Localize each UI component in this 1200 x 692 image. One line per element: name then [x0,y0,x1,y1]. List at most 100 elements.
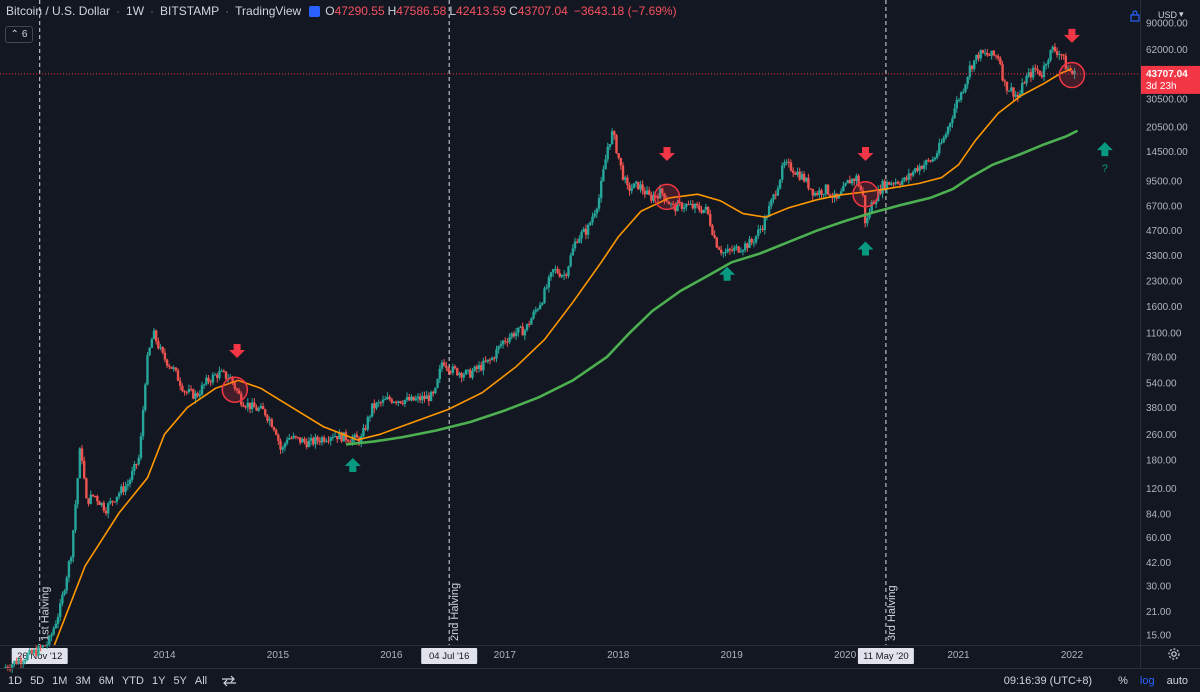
candle-body [135,464,138,466]
candle-body [726,248,729,253]
candle-body [613,131,616,136]
candle-body [523,330,527,336]
candle-body [122,486,125,492]
candle-body [820,190,823,195]
candle-body [739,251,743,253]
candle-body [931,159,934,162]
candle-body [76,478,79,505]
log-scale-toggle[interactable]: log [1139,674,1155,687]
y-tick-label: 2300.00 [1146,276,1183,287]
candle-body [11,664,14,669]
candle-body [545,287,548,289]
candle-body [656,196,660,199]
candle-body [580,232,583,239]
candle-body [957,99,961,101]
candle-body [525,324,529,331]
gear-icon[interactable] [1167,647,1181,661]
candle-body [645,190,649,195]
x-tick-label: 2020 [834,650,857,661]
arrow-up-icon [719,266,736,281]
candle-body [85,478,88,499]
candle-body [842,185,845,192]
candle-body [1058,54,1061,56]
candle-body [558,273,561,277]
candle-body [150,339,154,348]
timeframe-all[interactable]: All [194,674,208,687]
candle-body [1044,63,1048,66]
candle-body [320,437,324,443]
timeframe-6m[interactable]: 6M [98,674,114,687]
candle-body [944,134,948,138]
candle-body [911,171,915,176]
candle-body [671,203,675,205]
candle-body [630,188,633,191]
annotation-text: ? [1102,163,1108,175]
timeframe-3m[interactable]: 3M [75,674,91,687]
candle-body [285,439,289,444]
candle-body [1055,51,1059,55]
candle-body [741,250,745,252]
candle-body [874,201,878,205]
candle-body [637,181,640,190]
low-value: 42413.59 [456,4,507,18]
candle-body [268,419,271,421]
candle-body [366,417,369,430]
candle-body [264,409,267,416]
candle-body [927,160,930,162]
timeframe-1m[interactable]: 1M [52,674,68,687]
candle-body [733,247,736,251]
candle-body [202,384,206,386]
date-range-icon[interactable] [221,675,237,687]
y-tick-label: 3300.00 [1146,251,1183,262]
clock-display[interactable]: 09:16:39 (UTC+8) [1003,674,1093,687]
percent-scale-toggle[interactable]: % [1118,674,1128,687]
timeframe-5d[interactable]: 5D [30,674,45,687]
candle-body [979,50,982,59]
candle-body [120,486,123,494]
candle-body [397,401,400,403]
candle-body [519,326,522,328]
interval-label[interactable]: 1W [126,4,145,18]
candle-body [831,197,834,199]
candle-body [115,496,119,502]
auto-scale-toggle[interactable]: auto [1166,674,1188,687]
currency-selector[interactable]: USD ▾ [1158,9,1184,20]
candle-body [163,352,167,360]
candle-body [469,369,472,378]
symbol-name[interactable]: Bitcoin / U.S. Dollar [6,4,111,18]
open-label: O [325,4,335,18]
candle-body [253,402,256,408]
candle-body [174,367,178,371]
candle-body [988,55,991,57]
x-tick-label: 2019 [721,650,744,661]
timeframe-1y[interactable]: 1Y [151,674,166,687]
candle-body [157,341,160,349]
candle-body [783,162,786,166]
candle-body [1073,70,1076,75]
candle-body [844,183,847,186]
candle-body [691,203,695,209]
timeframe-5y[interactable]: 5Y [173,674,187,687]
indicator-toggle-button[interactable]: ⌃ 6 [5,26,33,43]
candle-body [65,577,68,591]
candle-body [767,205,771,217]
timeframe-ytd[interactable]: YTD [121,674,144,687]
candle-body [117,493,121,497]
candle-body [839,191,843,195]
candle-body [451,366,455,373]
candle-body [514,332,518,337]
candle-body [652,195,655,201]
candle-body [87,498,90,504]
candle-body [154,330,158,342]
y-tick-label: 21.00 [1146,607,1171,618]
candle-body [1001,64,1004,81]
candle-body [578,238,581,243]
candle-body [938,143,941,154]
candle-body [711,225,714,235]
x-tick-label: 2016 [380,650,403,661]
timeframe-1d[interactable]: 1D [8,674,23,687]
lock-icon[interactable] [1129,10,1141,22]
candle-body [552,269,555,273]
